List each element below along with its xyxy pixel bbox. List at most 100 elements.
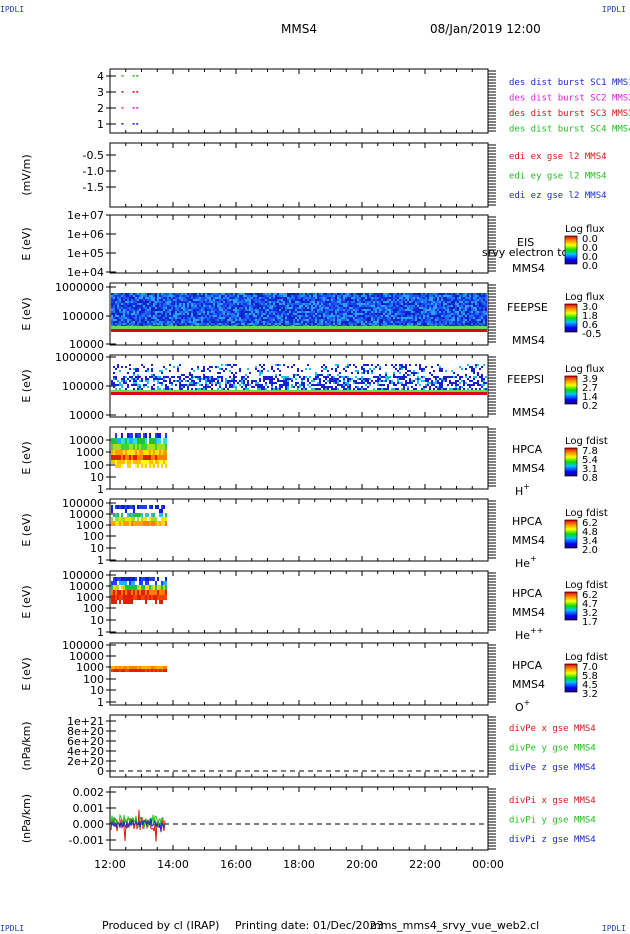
feepsi-spectrogram-cell bbox=[217, 376, 219, 378]
feepse-spectrogram-cell bbox=[351, 305, 353, 307]
feepse-spectrogram-cell bbox=[441, 319, 443, 321]
feepse-spectrogram-cell bbox=[163, 307, 165, 309]
feepsi-spectrogram-cell bbox=[375, 380, 377, 382]
feepse-spectrogram-cell bbox=[261, 297, 263, 299]
feepse-spectrogram-cell bbox=[431, 299, 433, 301]
feepse-spectrogram-cell bbox=[247, 307, 249, 309]
feepse-spectrogram-cell bbox=[135, 321, 137, 323]
feepse-spectrogram-cell bbox=[121, 323, 123, 325]
feepse-spectrogram-cell bbox=[189, 305, 191, 307]
feepsi-spectrogram-cell bbox=[135, 380, 137, 382]
feepse-spectrogram-cell bbox=[377, 311, 379, 313]
feepse-spectrogram-cell bbox=[197, 299, 199, 301]
feepse-spectrogram-cell bbox=[157, 297, 159, 299]
feepsi-spectrogram-cell bbox=[235, 376, 237, 378]
feepse-spectrogram-cell bbox=[235, 293, 237, 295]
feepse-spectrogram-cell bbox=[481, 323, 483, 325]
feepsi-spectrogram-cell bbox=[211, 366, 213, 368]
feepse-spectrogram-cell bbox=[169, 315, 171, 317]
feepsi-spectrogram-cell bbox=[243, 388, 245, 390]
feepsi-spectrogram-cell bbox=[361, 380, 363, 382]
feepse-spectrogram-cell bbox=[471, 311, 473, 313]
feepse-spectrogram-cell bbox=[403, 297, 405, 299]
feepsi-spectrogram-cell bbox=[243, 384, 245, 386]
feepse-spectrogram-cell bbox=[453, 307, 455, 309]
burst-mark bbox=[121, 75, 124, 77]
feepse-spectrogram-cell bbox=[175, 313, 177, 315]
feepse-spectrogram-cell bbox=[393, 305, 395, 307]
feepsi-spectrogram-cell bbox=[139, 388, 141, 390]
instrument-label: HPCA bbox=[512, 515, 543, 528]
feepse-spectrogram-cell bbox=[481, 301, 483, 303]
feepse-spectrogram-cell bbox=[265, 323, 267, 325]
feepsi-spectrogram-cell bbox=[177, 376, 179, 378]
feepse-spectrogram-cell bbox=[379, 311, 381, 313]
feepse-spectrogram-cell bbox=[281, 321, 283, 323]
feepsi-spectrogram-cell bbox=[217, 380, 219, 382]
feepse-spectrogram-cell bbox=[281, 319, 283, 321]
feepse-spectrogram-cell bbox=[413, 303, 415, 305]
feepse-spectrogram-cell bbox=[447, 319, 449, 321]
feepse-spectrogram-cell bbox=[361, 313, 363, 315]
feepse-spectrogram-cell bbox=[397, 321, 399, 323]
feepse-spectrogram-cell bbox=[351, 319, 353, 321]
feepse-spectrogram-cell bbox=[145, 317, 147, 319]
feepse-spectrogram-cell bbox=[273, 297, 275, 299]
feepse-spectrogram-cell bbox=[217, 295, 219, 297]
feepse-spectrogram-cell bbox=[343, 313, 345, 315]
feepse-spectrogram-cell bbox=[389, 305, 391, 307]
feepse-spectrogram-cell bbox=[213, 295, 215, 297]
feepsi-spectrogram-cell bbox=[213, 380, 215, 382]
feepse-spectrogram-cell bbox=[177, 295, 179, 297]
feepse-spectrogram-cell bbox=[193, 317, 195, 319]
feepse-spectrogram-cell bbox=[467, 303, 469, 305]
feepse-spectrogram-cell bbox=[257, 309, 259, 311]
feepse-spectrogram-cell bbox=[133, 317, 135, 319]
y-tick-label: 10 bbox=[90, 614, 104, 627]
feepse-spectrogram-cell bbox=[395, 293, 397, 295]
feepse-spectrogram-cell bbox=[329, 313, 331, 315]
feepse-spectrogram-cell bbox=[355, 307, 357, 309]
feepse-spectrogram-cell bbox=[333, 299, 335, 301]
legend-entry: divPe y gse MMS4 bbox=[509, 744, 596, 754]
feepse-spectrogram-cell bbox=[457, 321, 459, 323]
feepse-spectrogram-cell bbox=[265, 313, 267, 315]
feepse-spectrogram-cell bbox=[297, 305, 299, 307]
feepse-spectrogram-cell bbox=[345, 293, 347, 295]
feepsi-spectrogram-cell bbox=[161, 370, 163, 372]
feepse-spectrogram-cell bbox=[369, 301, 371, 303]
feepsi-spectrogram-cell bbox=[327, 374, 329, 376]
feepsi-spectrogram-cell bbox=[321, 386, 323, 388]
feepse-spectrogram-cell bbox=[403, 313, 405, 315]
feepse-spectrogram-cell bbox=[153, 297, 155, 299]
feepse-spectrogram-cell bbox=[351, 309, 353, 311]
feepse-spectrogram-cell bbox=[169, 303, 171, 305]
spacecraft-label: MMS4 bbox=[512, 678, 545, 691]
feepse-spectrogram-cell bbox=[429, 319, 431, 321]
feepse-spectrogram-cell bbox=[363, 319, 365, 321]
feepse-spectrogram-cell bbox=[113, 311, 115, 313]
feepse-spectrogram-cell bbox=[233, 319, 235, 321]
feepse-spectrogram-cell bbox=[209, 297, 211, 299]
feepse-spectrogram-cell bbox=[187, 323, 189, 325]
feepse-spectrogram-cell bbox=[287, 295, 289, 297]
feepsi-spectrogram-cell bbox=[281, 376, 283, 378]
feepse-spectrogram-cell bbox=[213, 315, 215, 317]
feepse-spectrogram-cell bbox=[301, 317, 303, 319]
feepsi-spectrogram-cell bbox=[199, 378, 201, 380]
feepsi-spectrogram-cell bbox=[247, 380, 249, 382]
feepse-spectrogram-cell bbox=[229, 301, 231, 303]
feepse-spectrogram-cell bbox=[435, 315, 437, 317]
feepse-spectrogram-cell bbox=[415, 293, 417, 295]
feepse-spectrogram-cell bbox=[375, 317, 377, 319]
feepse-spectrogram-cell bbox=[209, 301, 211, 303]
feepsi-spectrogram-cell bbox=[179, 380, 181, 382]
y-tick-label: 1e+21 bbox=[67, 715, 104, 728]
feepse-spectrogram-cell bbox=[137, 317, 139, 319]
feepse-spectrogram-cell bbox=[249, 311, 251, 313]
feepse-spectrogram-cell bbox=[325, 295, 327, 297]
feepse-spectrogram-cell bbox=[267, 319, 269, 321]
feepse-spectrogram-cell bbox=[125, 305, 127, 307]
y-tick-label: 1000000 bbox=[55, 281, 104, 294]
y-tick-label: 1000 bbox=[76, 661, 104, 674]
